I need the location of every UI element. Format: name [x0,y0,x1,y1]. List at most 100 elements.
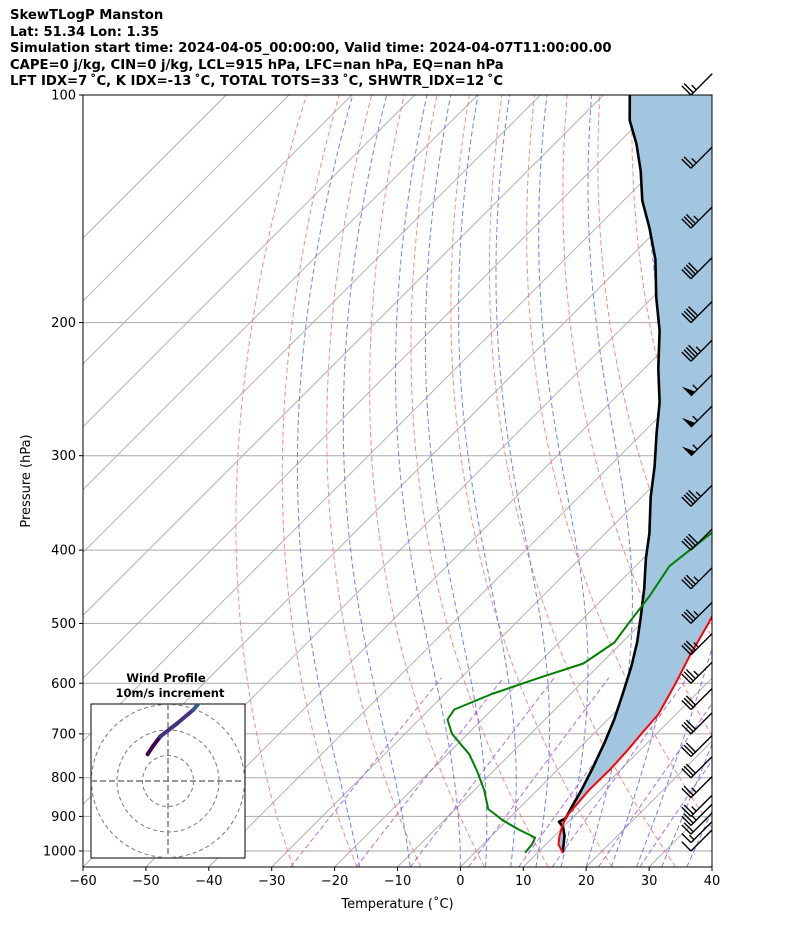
wind-barb [681,734,713,758]
dry-adiabat-line [763,95,794,867]
dry-adiabat-line [235,95,307,867]
wind-barb-half [691,806,697,812]
wind-barb-full [681,158,692,169]
isotherm-line [334,488,712,867]
x-tick-label: −10 [384,874,411,889]
dry-adiabat-line [730,95,794,867]
sounding-profiles [446,95,712,854]
hodograph-segment [301,610,334,628]
wind-barb [681,484,713,507]
isotherm-line [397,551,712,867]
wind-barb-full [681,613,692,624]
wind-barb-staff [690,687,713,711]
wind-barb [681,756,713,779]
dry-adiabat-line [281,95,358,867]
hodograph-segment [252,648,275,661]
wind-barb-pennant [681,446,696,456]
wind-barb-half [691,787,697,793]
x-tick-label: 0 [456,874,464,889]
wind-barb [681,433,713,457]
dry-adiabat-line [597,95,712,639]
wind-barb-half [693,215,699,222]
x-tick-label: −40 [195,874,222,889]
wind-barb-full [681,787,692,799]
wind-barb-staff [690,794,713,817]
wind-barb-staff [690,405,713,428]
wind-barb-half [691,157,697,164]
moist-adiabat-line [610,95,686,867]
chart-title: SkewTLogP Manston [10,8,164,23]
wind-barb-full [681,540,692,551]
wind-barb-full [681,815,692,826]
dry-adiabat-line [410,95,549,867]
wind-barb-full [685,213,697,225]
wind-barb [681,803,713,826]
wind-barb-full [683,721,694,733]
wind-barb [681,820,713,844]
y-tick-label: 300 [51,449,76,464]
wind-barb-full [685,669,697,680]
isotherm-line [460,614,712,867]
wind-barb-full [681,724,692,735]
wind-barb-full [681,218,692,229]
wind-barb-full [683,216,694,227]
wind-barb [681,374,713,397]
wind-barb-full [683,576,694,588]
wind-barb-full [685,763,697,774]
wind-barb [681,257,713,280]
wind-barb-staff [690,374,713,397]
mixing-ratio-line [409,677,555,867]
wind-barb-half [693,670,699,677]
wind-barb-staff [690,528,713,551]
moist-adiabat-line [495,95,551,867]
wind-barb [681,794,713,817]
wind-barb-full [685,742,697,753]
inset-subtitle: 10m/s increment [116,686,225,700]
wind-barb-full [688,306,699,317]
wind-barb-full [683,785,694,796]
isotherm-line [83,111,712,742]
x-tick-label: 40 [704,874,721,889]
wind-barb-full [681,768,692,779]
wind-barb-full [683,744,694,755]
wind-barb-staff [690,734,713,758]
wind-barb-full [685,264,697,275]
hodograph-segment [275,628,301,648]
hodograph-segment [219,671,234,681]
y-tick-label: 700 [51,727,76,742]
wind-barb-full [683,156,694,167]
wind-barb-full [688,489,699,501]
x-tick-label: −50 [132,874,159,889]
x-tick-label: −20 [321,874,348,889]
wind-barb-full [683,83,694,94]
wind-barb-full [685,347,697,358]
hodograph-segment [191,704,201,712]
chart-header: SkewTLogP Manston Lat: 51.34 Lon: 1.35 S… [10,8,612,91]
wind-barb-staff [690,601,713,624]
wind-barb-half [692,444,698,450]
moist-adiabat-line [424,95,488,867]
wind-barb-full [683,538,694,549]
wind-barb-half [691,815,697,821]
isotherm-line [145,300,712,867]
wind-barb-full [681,579,692,590]
wind-barbs [681,73,713,852]
station-coordinates: Lat: 51.34 Lon: 1.35 [10,24,160,40]
wind-barb [681,206,713,229]
wind-barb-half [691,84,697,91]
y-tick-label: 600 [51,677,76,692]
wind-barb-full [681,806,692,817]
isotherm-line [83,95,416,428]
wind-barb-full [683,310,694,321]
wind-barb [681,528,713,551]
isotherm-line [83,95,227,239]
y-tick-label: 1000 [43,844,76,859]
y-tick-label: 500 [51,617,76,632]
wind-barb [681,712,713,735]
wind-barb-full [683,611,694,622]
wind-barb-half [695,491,702,498]
wind-barb-staff [690,712,713,735]
wind-barb-pennant [681,417,696,428]
y-tick-label: 100 [51,89,76,104]
x-tick-label: 30 [641,874,658,889]
